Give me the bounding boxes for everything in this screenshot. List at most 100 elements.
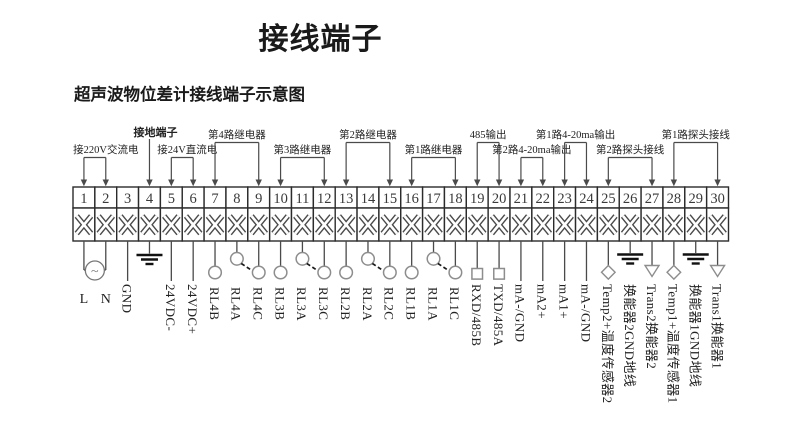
terminal-label: 换能器1GND地线 <box>688 284 703 387</box>
terminal-wiring: mA1+ <box>556 241 571 319</box>
transducer-icon <box>643 264 661 278</box>
arrow-down-icon <box>539 179 546 187</box>
screw-x-icon <box>337 215 355 235</box>
screw-x-icon <box>75 215 93 235</box>
relay-arm-icon <box>240 262 254 273</box>
screw-x-icon <box>709 215 726 235</box>
relay-contact-icon <box>273 265 288 280</box>
terminal-cell: 9 <box>247 186 271 242</box>
terminal-wiring: L <box>80 241 89 307</box>
arrow-down-icon <box>648 179 656 187</box>
top-group: 第2路4-20ma输出 <box>492 143 572 187</box>
terminal-label: RL4A <box>229 287 244 321</box>
screw-x-icon <box>119 215 136 235</box>
terminal-label: RL4B <box>207 287 222 320</box>
terminal-number: 13 <box>339 191 354 207</box>
group-label: 第3路继电器 <box>274 143 332 156</box>
arrow-down-icon <box>211 179 219 187</box>
terminal-cell: 4 <box>137 186 162 242</box>
top-group: 第2路探头接线 <box>596 143 665 187</box>
terminal-wiring: RL3B <box>272 241 288 320</box>
group-label: 第2路4-20ma输出 <box>492 143 571 156</box>
screw-x-icon <box>534 215 551 235</box>
arrow-down-icon <box>189 179 197 187</box>
terminal-cell: 11 <box>290 186 315 242</box>
terminal-cell: 24 <box>574 186 599 242</box>
terminal-number: 11 <box>295 191 309 207</box>
terminal-label: RL4C <box>251 287 266 320</box>
top-group: 第4路继电器 <box>208 128 266 187</box>
terminal-cell: 18 <box>443 186 468 242</box>
terminal-label: L <box>80 292 89 307</box>
diagram-caption: 超声波物位差计接线端子示意图 <box>74 85 305 104</box>
top-group: 第1路继电器 <box>405 143 463 187</box>
relay-arm-icon <box>437 262 451 273</box>
terminal-wiring: RL2A <box>360 241 385 321</box>
group-label: 第1路继电器 <box>405 143 463 156</box>
terminal-cell: 25 <box>596 186 620 242</box>
relay-contact-icon <box>448 265 463 280</box>
arrow-down-icon <box>474 179 481 187</box>
arrow-down-icon <box>277 179 284 187</box>
screw-x-icon <box>665 215 683 235</box>
terminal-label: mA-/GND <box>513 284 528 342</box>
terminal-cell: 5 <box>159 186 183 242</box>
terminal-wiring: RL2C <box>382 241 397 320</box>
arrow-down-icon <box>255 179 262 187</box>
terminal-cell: 28 <box>662 186 686 242</box>
relay-contact-icon <box>317 265 332 280</box>
terminal-label: RL1A <box>425 287 440 321</box>
terminal-wiring: mA-/GND <box>513 241 528 342</box>
group-label: 接220V交流电 <box>73 143 139 156</box>
relay-contact-icon <box>382 265 397 280</box>
terminal-number: 12 <box>317 191 332 207</box>
relay-contact-icon <box>404 265 419 280</box>
terminal-number: 27 <box>645 191 660 207</box>
terminal-cell: 3 <box>115 186 140 242</box>
terminal-number: 6 <box>190 191 197 207</box>
terminal-number: 1 <box>80 191 87 207</box>
terminal-cell: 17 <box>421 186 446 242</box>
terminal-number: 16 <box>404 191 419 207</box>
terminal-label: RL1C <box>447 287 462 320</box>
terminal-cell: 13 <box>334 186 358 242</box>
terminal-wiring: RXD/485B <box>469 241 484 346</box>
terminal-wiring: 换能器1GND地线 <box>682 241 709 387</box>
terminal-wiring <box>136 241 163 266</box>
top-group: 接地端子 <box>133 125 177 187</box>
group-label: 接24V直流电 <box>157 143 218 156</box>
terminal-cell: 1 <box>72 186 96 242</box>
screw-x-icon <box>621 215 639 235</box>
temp-sensor-icon <box>666 264 682 281</box>
screw-x-icon <box>643 215 661 235</box>
terminal-label: TXD/485A <box>491 284 506 347</box>
screw-x-icon <box>512 215 530 235</box>
terminal-number: 18 <box>448 191 463 207</box>
screw-x-icon <box>272 215 289 235</box>
arrow-down-icon <box>80 179 88 187</box>
terminal-label: 换能器2GND地线 <box>622 284 637 387</box>
arrow-down-icon <box>561 179 568 187</box>
terminal-cell: 14 <box>356 186 380 242</box>
terminal-cell: 6 <box>181 186 205 242</box>
terminal-wiring: 24VDC+ <box>185 241 200 334</box>
arrow-down-icon <box>714 179 721 187</box>
terminal-wiring: RL3C <box>316 241 332 320</box>
top-group: 第1路探头接线 <box>662 128 730 187</box>
screw-x-icon <box>163 215 180 235</box>
screw-x-icon <box>359 215 377 235</box>
arrow-down-icon <box>102 179 109 187</box>
arrow-down-icon <box>670 179 678 187</box>
relay-contact-icon <box>339 265 354 280</box>
screw-x-icon <box>556 215 573 235</box>
terminal-number: 10 <box>273 191 288 207</box>
screw-x-icon <box>425 215 442 235</box>
terminal-cell: 27 <box>640 186 664 242</box>
terminal-cell: 30 <box>705 186 730 242</box>
terminal-wiring: mA-/GND <box>578 241 593 342</box>
top-group: 485输出 <box>470 128 507 187</box>
top-group: 第1路4-20ma输出 <box>536 128 615 187</box>
transducer-icon <box>709 264 726 278</box>
